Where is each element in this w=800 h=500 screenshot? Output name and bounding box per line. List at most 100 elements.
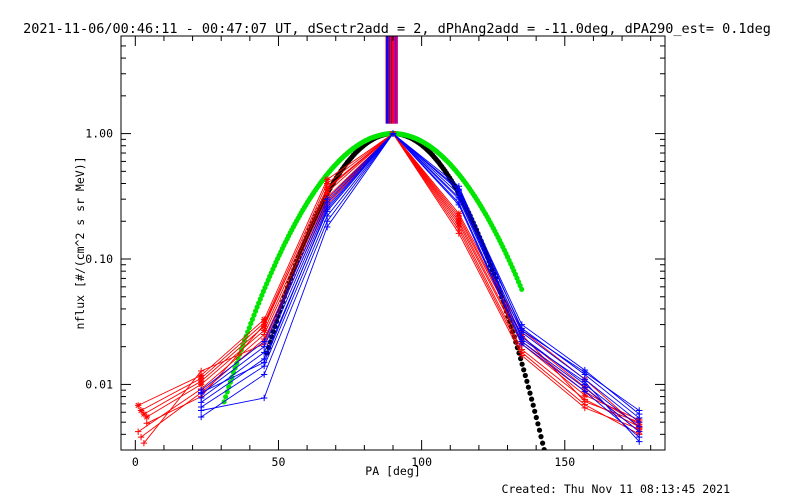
data-point-plus bbox=[455, 230, 463, 237]
data-point-star bbox=[134, 402, 142, 409]
series-line bbox=[200, 132, 640, 438]
data-point-plus bbox=[260, 321, 268, 328]
blue-series-15 bbox=[197, 130, 643, 414]
y-tick-label: 0.01 bbox=[85, 377, 113, 391]
x-tick-label: 150 bbox=[554, 455, 575, 469]
creation-footer: Created: Thu Nov 11 08:13:45 2021 bbox=[502, 482, 731, 496]
green-fit-point bbox=[257, 296, 263, 302]
data-point-plus bbox=[197, 389, 205, 396]
data-point-plus bbox=[260, 371, 268, 378]
data-point-plus bbox=[581, 388, 589, 395]
data-point-plus bbox=[323, 218, 331, 225]
series-line bbox=[200, 132, 640, 415]
chart-title: 2021-11-06/00:46:11 - 00:47:07 UT, dSect… bbox=[23, 21, 771, 37]
data-point-plus bbox=[581, 378, 589, 385]
green-fit-point bbox=[256, 300, 262, 306]
black-fit-point bbox=[543, 454, 548, 459]
data-point-plus bbox=[455, 212, 463, 220]
red-series-7 bbox=[143, 130, 643, 427]
data-point-plus bbox=[636, 407, 643, 414]
series-line bbox=[201, 132, 640, 442]
data-point-star bbox=[197, 381, 205, 388]
green-fit-point bbox=[249, 316, 255, 322]
series-line bbox=[201, 132, 640, 411]
data-point-star bbox=[143, 413, 150, 421]
data-point-plus bbox=[636, 428, 643, 435]
black-fit-point bbox=[518, 356, 524, 362]
series-line bbox=[200, 132, 640, 419]
black-fit-point bbox=[533, 414, 539, 421]
black-fit-point bbox=[525, 384, 532, 390]
green-fit-point bbox=[251, 312, 257, 318]
data-point-plus bbox=[389, 130, 397, 137]
data-point-plus bbox=[581, 398, 589, 405]
data-point-plus bbox=[455, 183, 463, 190]
x-tick-label: 0 bbox=[132, 455, 139, 469]
data-point-plus bbox=[137, 433, 145, 441]
green-fit-point bbox=[253, 308, 259, 314]
black-fit-point bbox=[530, 402, 536, 408]
data-point-plus bbox=[197, 407, 205, 414]
data-point-star bbox=[140, 410, 148, 418]
black-fit-point bbox=[519, 361, 525, 367]
axis-ticks: 0 50 100 150 0.01 0.10 1.00 bbox=[85, 35, 665, 469]
green-fit-point bbox=[246, 325, 252, 331]
black-fit-point bbox=[521, 367, 527, 373]
series-line bbox=[200, 132, 640, 433]
data-point-plus bbox=[134, 428, 142, 435]
black-fit-point bbox=[545, 460, 550, 465]
x-tick-label: 100 bbox=[411, 455, 432, 469]
data-point-plus bbox=[518, 327, 526, 334]
red-series-6 bbox=[140, 130, 643, 447]
data-point-plus bbox=[260, 359, 268, 366]
green-fit-curve bbox=[221, 131, 525, 405]
black-fit-point bbox=[541, 447, 547, 450]
black-fit-point bbox=[540, 440, 546, 446]
data-point-plus bbox=[197, 367, 205, 375]
series-line bbox=[200, 132, 640, 423]
y-tick-label: 1.00 bbox=[85, 127, 113, 141]
data-point-plus bbox=[323, 186, 331, 193]
data-point-star bbox=[260, 327, 268, 334]
green-fit-point bbox=[248, 320, 254, 327]
data-point-plus bbox=[518, 352, 526, 359]
data-point-plus bbox=[581, 404, 589, 412]
black-fit-point bbox=[538, 434, 544, 440]
red-series-3 bbox=[143, 130, 643, 424]
black-fit-point bbox=[536, 427, 543, 433]
green-fit-point bbox=[254, 304, 260, 310]
data-point-plus bbox=[260, 349, 268, 356]
data-point-plus bbox=[455, 201, 463, 209]
series-line bbox=[143, 132, 640, 444]
data-point-plus bbox=[636, 438, 643, 445]
green-fit-point bbox=[223, 394, 229, 400]
data-point-plus bbox=[140, 439, 148, 447]
data-point-plus bbox=[197, 413, 205, 421]
data-point-star bbox=[323, 180, 331, 187]
plot-marks bbox=[134, 36, 643, 479]
data-point-star bbox=[581, 392, 589, 399]
x-axis-label: PA [deg] bbox=[365, 464, 420, 478]
vertical-band-stripe bbox=[385, 36, 391, 124]
black-fit-point bbox=[529, 396, 535, 402]
black-fit-point bbox=[527, 390, 533, 396]
blue-series-14 bbox=[197, 130, 643, 445]
black-fit-point bbox=[524, 378, 530, 384]
data-point-star bbox=[137, 407, 145, 414]
y-axis-label: nflux [#/(cm^2 s sr MeV)] bbox=[73, 156, 87, 329]
x-tick-label: 50 bbox=[272, 455, 286, 469]
black-fit-point bbox=[532, 408, 538, 414]
data-point-star bbox=[323, 176, 331, 183]
y-tick-label: 0.10 bbox=[85, 252, 113, 266]
green-fit-point bbox=[519, 286, 525, 292]
series-line bbox=[138, 132, 640, 429]
black-fit-point bbox=[535, 421, 541, 427]
data-point-plus bbox=[581, 369, 589, 376]
data-point-plus bbox=[323, 223, 331, 231]
data-point-plus bbox=[143, 420, 150, 427]
black-fit-point bbox=[522, 372, 528, 379]
data-point-plus bbox=[260, 394, 268, 402]
black-fit-point bbox=[548, 474, 553, 479]
data-point-plus bbox=[323, 205, 331, 213]
